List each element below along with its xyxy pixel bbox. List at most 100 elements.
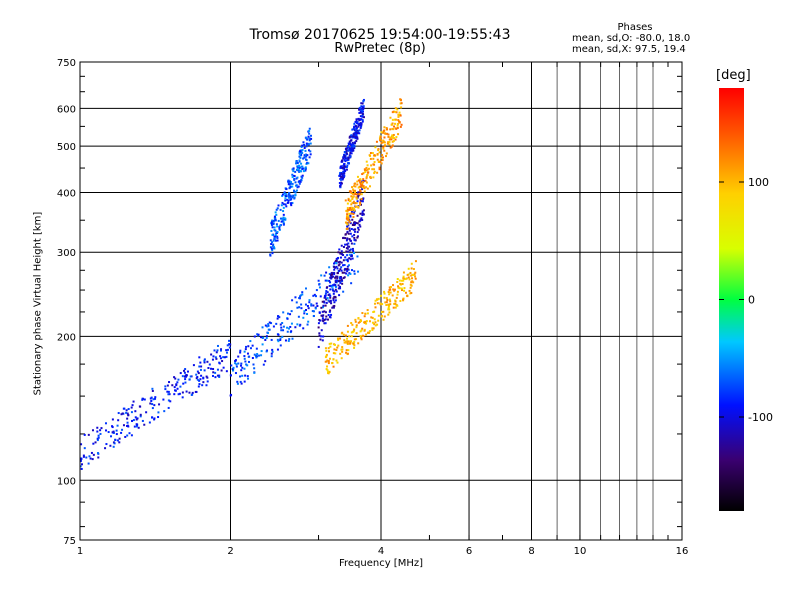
data-point [264, 338, 267, 341]
data-point [396, 124, 399, 127]
data-point [308, 139, 311, 142]
data-point [354, 142, 357, 145]
data-point [295, 162, 298, 165]
data-point [325, 290, 328, 293]
data-point [344, 157, 347, 160]
data-point [353, 122, 356, 125]
data-point [333, 273, 336, 276]
data-point [141, 397, 144, 400]
data-point [298, 155, 301, 158]
data-point [315, 302, 318, 305]
data-point [344, 233, 347, 236]
data-point [273, 226, 276, 229]
data-point [402, 279, 405, 282]
data-point [377, 319, 380, 322]
data-point [274, 234, 277, 237]
data-point [218, 361, 221, 364]
data-point [346, 227, 349, 230]
data-point [352, 212, 355, 215]
data-point [395, 127, 398, 130]
data-point [303, 312, 306, 315]
data-point [130, 406, 133, 409]
data-point [120, 413, 123, 416]
data-point [350, 282, 353, 285]
data-point [310, 304, 313, 307]
data-point [393, 302, 396, 305]
data-point [296, 167, 299, 170]
data-point [380, 311, 383, 314]
data-point [347, 199, 350, 202]
data-point [352, 127, 355, 130]
data-point [400, 279, 403, 282]
data-point [267, 328, 270, 331]
data-point [272, 239, 275, 242]
data-point [398, 111, 401, 114]
data-point [360, 198, 363, 201]
data-point [127, 414, 130, 417]
data-point [300, 303, 303, 306]
data-point [182, 382, 185, 385]
data-point [294, 190, 297, 193]
data-point [400, 102, 403, 105]
data-point [235, 365, 238, 368]
data-point [394, 122, 397, 125]
data-point [323, 274, 326, 277]
data-point [392, 288, 395, 291]
data-point [265, 337, 268, 340]
data-point [94, 441, 97, 444]
data-point [150, 396, 153, 399]
data-point [374, 321, 377, 324]
data-point [372, 157, 375, 160]
data-point [340, 250, 343, 253]
data-point [305, 308, 308, 311]
data-point [276, 237, 279, 240]
data-point [185, 375, 188, 378]
data-point [151, 416, 154, 419]
data-point [301, 174, 304, 177]
data-point [284, 339, 287, 342]
data-point [335, 290, 338, 293]
data-point [306, 154, 309, 157]
data-point [338, 263, 341, 266]
data-point [355, 126, 358, 129]
data-point [167, 399, 170, 402]
data-point [331, 306, 334, 309]
data-point [203, 369, 206, 372]
data-point [308, 137, 311, 140]
data-point [294, 194, 297, 197]
data-point [348, 335, 351, 338]
data-point [244, 374, 247, 377]
data-point [376, 302, 379, 305]
data-point [196, 376, 199, 379]
data-point [230, 393, 233, 396]
data-point [228, 339, 231, 342]
data-point [260, 350, 263, 353]
data-point [343, 341, 346, 344]
chart-subtitle: RwPretec (8p) [334, 41, 426, 56]
data-point [384, 155, 387, 158]
data-point [346, 260, 349, 263]
data-point [184, 368, 187, 371]
data-point [362, 181, 365, 184]
data-point [295, 189, 298, 192]
data-point [270, 221, 273, 224]
data-point [247, 360, 250, 363]
data-point [395, 304, 398, 307]
data-point [340, 181, 343, 184]
data-point [354, 136, 357, 139]
data-point [353, 145, 356, 148]
data-point [352, 249, 355, 252]
data-point [398, 121, 401, 124]
data-point [336, 275, 339, 278]
data-point [387, 303, 390, 306]
data-point [356, 175, 359, 178]
data-point [347, 197, 350, 200]
data-point [118, 441, 121, 444]
data-point [363, 168, 366, 171]
data-point [361, 102, 364, 105]
data-point [222, 366, 225, 369]
data-point [327, 350, 330, 353]
data-point [345, 239, 348, 242]
data-point [279, 338, 282, 341]
data-point [199, 368, 202, 371]
